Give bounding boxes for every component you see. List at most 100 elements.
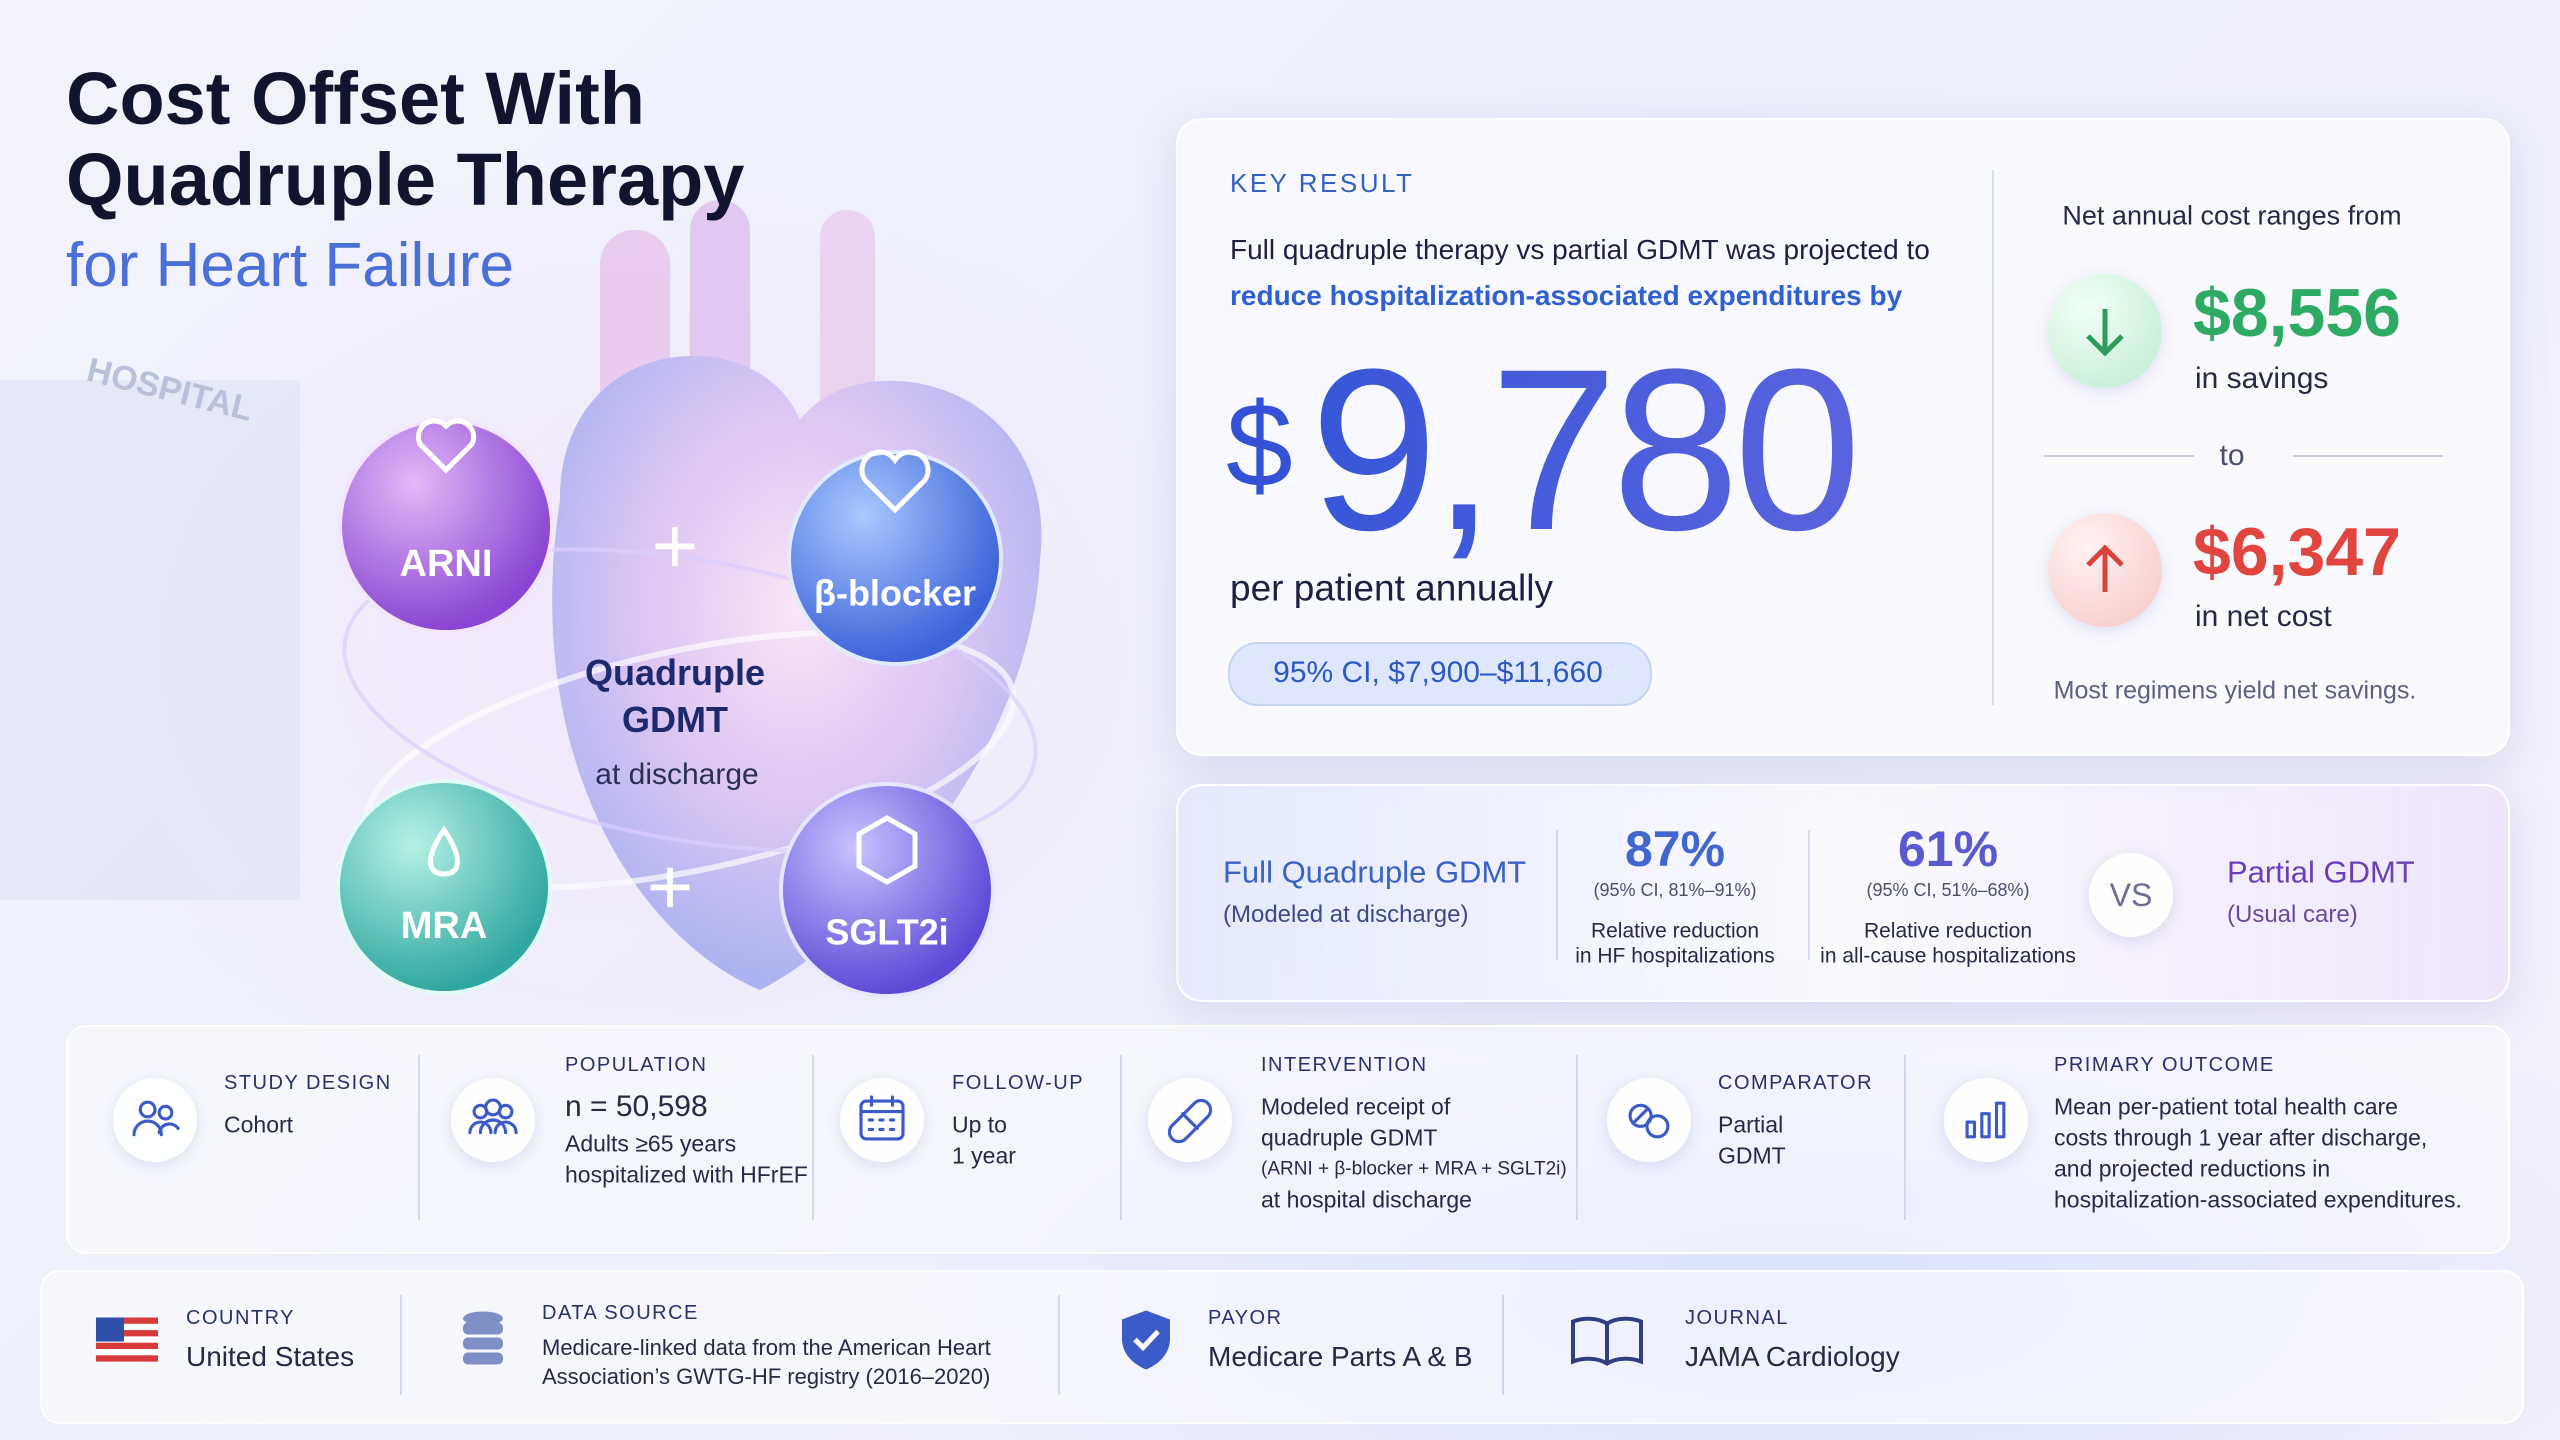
icon [1167, 1098, 1213, 1144]
footer-label: COUNTRY [186, 1307, 296, 1329]
footer-text: JAMA Cardiology [1685, 1341, 1900, 1372]
key-label: KEY RESULT [1230, 168, 1415, 198]
drop-icon [428, 825, 460, 877]
range-note: Most regimens yield net savings. [2053, 676, 2417, 705]
footer-text: Medicare-linked data from the American H… [542, 1335, 991, 1360]
heart-icon [415, 418, 477, 474]
left-title: Full Quadruple GDMT [1223, 854, 1527, 890]
study-text: at hospital discharge [1261, 1186, 1472, 1213]
center-title: Quadruple GDMT [584, 652, 766, 740]
divider [418, 1055, 420, 1220]
footer-text: Medicare Parts A & B [1208, 1341, 1473, 1372]
arrow [2086, 544, 2124, 592]
study-text: and projected reductions in [2054, 1155, 2331, 1182]
hex-icon [856, 815, 918, 885]
drug-label: MRA [401, 905, 488, 947]
drug-bubble [787, 450, 1003, 666]
heart-icon [859, 449, 931, 514]
footer-icon [453, 1305, 513, 1380]
plus-sign: + [652, 501, 699, 590]
stat-desc: Relative reduction [1863, 919, 2033, 943]
study-text: Cohort [224, 1111, 294, 1138]
drug-bubble [338, 418, 554, 634]
drug-bubble [336, 779, 552, 995]
study-text: Up to [952, 1111, 1007, 1138]
divider [812, 1055, 814, 1220]
icon-circle [113, 1078, 197, 1162]
study-text: GDMT [1718, 1142, 1786, 1169]
ci-pill [1228, 642, 1652, 706]
stat-ci: (95% CI, 51%–68%) [1866, 880, 2030, 900]
right-title: Partial GDMT [2227, 854, 2415, 890]
study-label: STUDY DESIGN [224, 1072, 392, 1094]
study-text: n = 50,598 [565, 1090, 708, 1123]
study-text: (ARNI + β-blocker + MRA + SGLT2i) [1261, 1158, 1567, 1180]
rule [2044, 455, 2194, 457]
stat-value: 61% [1897, 821, 1999, 877]
vs: VS [2109, 877, 2153, 913]
plus-sign: + [647, 842, 694, 931]
study-label: COMPARATOR [1718, 1072, 1874, 1094]
range-heading: Net annual cost ranges from [2062, 200, 2402, 231]
footer-label: DATA SOURCE [542, 1302, 699, 1324]
study-text: quadruple GDMT [1261, 1124, 1438, 1151]
footer-text: United States [186, 1341, 355, 1372]
divider [1058, 1295, 1060, 1395]
stat-desc: in HF hospitalizations [1575, 944, 1775, 968]
footer-label: JOURNAL [1685, 1307, 1789, 1329]
title-line: Quadruple Therapy [66, 138, 745, 222]
icon [1628, 1103, 1670, 1139]
range-to: to [2219, 439, 2245, 472]
vs-circle [2089, 853, 2173, 937]
study-label: FOLLOW-UP [952, 1072, 1085, 1094]
footer-panel [40, 1270, 2524, 1424]
savings-label: in savings [2195, 362, 2329, 395]
key-line: reduce hospitalization-associated expend… [1230, 280, 1903, 311]
drug-label: β-blocker [814, 573, 976, 614]
stat-desc: in all-cause hospitalizations [1820, 944, 2076, 968]
drug-bubble [779, 782, 995, 998]
amount: 9,780 [1310, 321, 1862, 578]
illustration: HOSPITAL + + ARNI β-blocker MRA SGLT2i [0, 200, 1042, 998]
divider [1502, 1295, 1504, 1395]
center-subtitle: at discharge [595, 758, 759, 791]
divider [1808, 830, 1810, 960]
footer-text: Association’s GWTG-HF registry (2016–202… [542, 1364, 991, 1389]
footer-label: PAYOR [1208, 1307, 1283, 1329]
icon [859, 1095, 905, 1141]
icon-circle [1944, 1078, 2028, 1162]
comparison-card [1176, 784, 2510, 1002]
divider [400, 1295, 402, 1395]
subtitle: for Heart Failure [66, 231, 514, 300]
shield-icon [1122, 1310, 1170, 1370]
title-line: Cost Offset With [66, 57, 645, 140]
study-label: INTERVENTION [1261, 1054, 1428, 1076]
right-sub: (Usual care) [2227, 901, 2358, 928]
key-line: Full quadruple therapy vs partial GDMT w… [1230, 234, 1930, 265]
footer-icon [1567, 1310, 1647, 1375]
study-text: Partial [1718, 1111, 1784, 1138]
drug-label: ARNI [400, 543, 493, 585]
study-text: 1 year [952, 1142, 1016, 1169]
icon [132, 1100, 180, 1137]
hospital-wall [0, 380, 300, 900]
study-text: Modeled receipt of [1261, 1093, 1451, 1120]
stat-ci: (95% CI, 81%–91%) [1593, 880, 1757, 900]
left-sub: (Modeled at discharge) [1223, 901, 1469, 928]
study-label: POPULATION [565, 1054, 708, 1076]
stat-value: 87% [1624, 821, 1726, 877]
divider [1904, 1055, 1906, 1220]
divider [1576, 1055, 1578, 1220]
rule [2293, 455, 2443, 457]
divider [1992, 170, 1994, 705]
icon [468, 1098, 518, 1135]
icon-circle [840, 1078, 924, 1162]
drug-label: SGLT2i [825, 912, 948, 953]
ci-text: 95% CI, $7,900–$11,660 [1273, 656, 1603, 689]
up-icon [2048, 513, 2162, 627]
study-text: hospitalization-associated expenditures. [2054, 1186, 2462, 1213]
arrow [2086, 309, 2124, 357]
icon-circle [1148, 1078, 1232, 1162]
divider [1556, 830, 1558, 960]
